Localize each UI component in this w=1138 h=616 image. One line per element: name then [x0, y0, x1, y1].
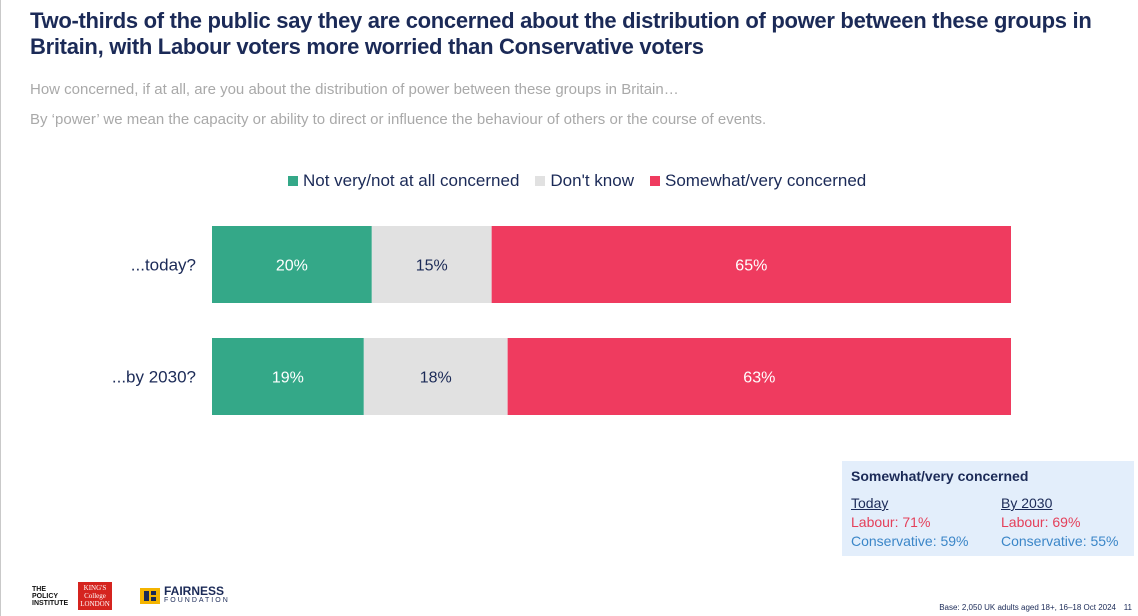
callout-today-column: Today Labour: 71% Conservative: 59%: [851, 494, 969, 551]
page-title: Two-thirds of the public say they are co…: [30, 8, 1092, 59]
legend-label: Don't know: [550, 171, 634, 190]
bar-segment: [507, 338, 1011, 415]
fairness-name: FAIRNESS: [164, 584, 225, 598]
legend-swatch: [649, 176, 660, 186]
page-number: 11: [1123, 603, 1132, 612]
legend-swatch: [535, 176, 546, 186]
callout-2030-conservative: Conservative: 55%: [1001, 533, 1119, 549]
legend-label: Somewhat/very concerned: [664, 171, 867, 190]
legend-label: Not very/not at all concerned: [303, 171, 520, 190]
bar-segment: [363, 338, 508, 415]
callout-today-heading: Today: [851, 495, 889, 511]
data-label: 15%: [416, 258, 448, 275]
kcl-line: College: [84, 592, 106, 600]
category-label: ...by 2030?: [112, 368, 196, 387]
bar-segment: [371, 226, 492, 303]
legend-item-dont-know: Don't know: [535, 171, 634, 191]
data-label: 18%: [420, 370, 452, 387]
data-label: 63%: [743, 370, 775, 387]
legend-swatch: [288, 176, 298, 186]
concern-callout-box: Somewhat/very concerned Today Labour: 71…: [842, 461, 1134, 556]
kings-college-logo: KING'S College LONDON: [78, 582, 112, 610]
data-label: 65%: [735, 258, 767, 275]
power-definition: By ‘power’ we mean the capacity or abili…: [30, 111, 767, 128]
callout-today-labour: Labour: 71%: [851, 514, 931, 530]
fairness-mark-icon: [140, 588, 160, 604]
base-footnote: Base: 2,050 UK adults aged 18+, 16–18 Oc…: [939, 603, 1116, 612]
callout-2030-column: By 2030 Labour: 69% Conservative: 55%: [1001, 494, 1119, 551]
kcl-line: KING'S: [83, 584, 107, 592]
data-label: 19%: [272, 370, 304, 387]
callout-today-conservative: Conservative: 59%: [851, 533, 969, 549]
category-label: ...today?: [131, 256, 196, 275]
fairness-foundation-logo: FAIRNESS FOUNDATION: [140, 584, 230, 606]
bar-segment: [212, 226, 372, 303]
legend-item-concerned: Somewhat/very concerned: [649, 171, 867, 191]
chart-legend: Not very/not at all concerned Don't know…: [288, 169, 866, 193]
policy-institute-logo: THE POLICY INSTITUTE: [32, 585, 69, 607]
kcl-line: LONDON: [80, 600, 110, 608]
callout-2030-labour: Labour: 69%: [1001, 514, 1081, 530]
bar-segment: [212, 338, 364, 415]
callout-heading: Somewhat/very concerned: [851, 468, 1029, 484]
legend-item-not-concerned: Not very/not at all concerned: [288, 171, 519, 191]
bar-segment: [491, 226, 1011, 303]
fairness-sub: FOUNDATION: [164, 597, 230, 604]
callout-2030-heading: By 2030: [1001, 495, 1053, 511]
question-text: How concerned, if at all, are you about …: [30, 81, 679, 98]
slide-left-border: [0, 0, 1, 616]
logo-strip: THE POLICY INSTITUTE KING'S College LOND…: [32, 582, 230, 610]
data-label: 20%: [276, 258, 308, 275]
